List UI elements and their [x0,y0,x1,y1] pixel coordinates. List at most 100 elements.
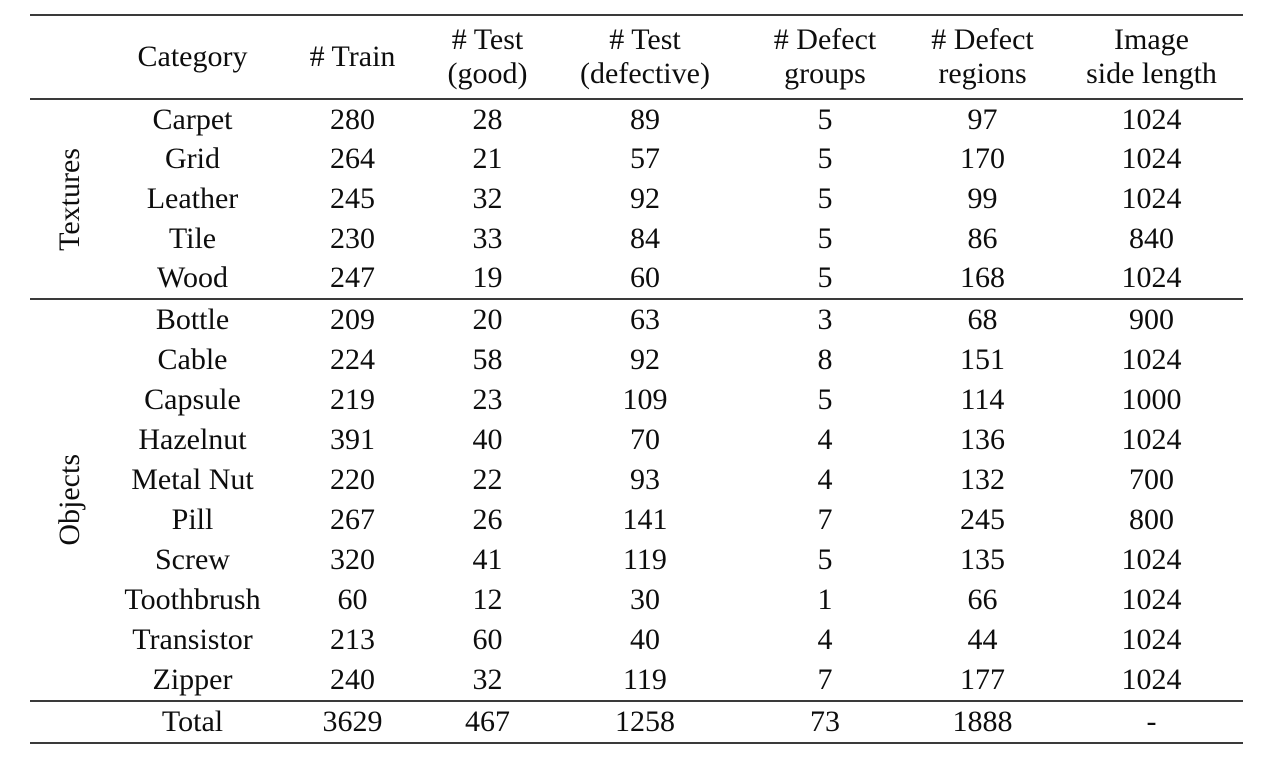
test-good-count-cell: 28 [472,102,503,136]
column-header-train: # Train [275,40,430,74]
table-row: Capsule 219 23 109 5 114 1000 [30,380,1243,420]
defect-groups-count-cell: 7 [817,662,833,696]
category-cell: Cable [157,342,228,376]
column-header-category: Category [110,40,275,74]
train-count-cell: 209 [330,302,375,336]
test-defective-count-cell: 30 [630,582,660,616]
category-cell: Tile [168,221,217,255]
column-header-defect-regions: # Defect regions [905,23,1060,91]
train-count-cell: 240 [330,662,375,696]
table-row: Hazelnut 391 40 70 4 136 1024 [30,420,1243,460]
defect-regions-count-cell: 66 [967,582,998,616]
defect-groups-count-cell: 5 [817,261,833,295]
total-train: 3629 [322,704,383,738]
test-defective-count-cell: 119 [623,662,667,696]
total-label: Total [161,704,224,738]
category-cell: Toothbrush [124,582,261,616]
image-side-length-cell: 1024 [1121,181,1182,215]
image-side-length-cell: 1024 [1121,102,1182,136]
dataset-statistics-table: Category # Train # Test (good) # Test (d… [30,14,1243,745]
test-good-count-cell: 20 [472,302,503,336]
test-defective-count-cell: 89 [630,102,660,136]
image-side-length-cell: 1024 [1121,422,1182,456]
test-good-count-cell: 22 [472,462,503,496]
defect-regions-count-cell: 132 [960,462,1005,496]
train-count-cell: 245 [330,181,375,215]
defect-groups-count-cell: 5 [817,221,833,255]
category-cell: Metal Nut [131,462,254,496]
category-cell: Pill [171,502,214,536]
defect-regions-count-cell: 170 [960,142,1005,176]
image-side-length-cell: 1024 [1121,622,1182,656]
train-count-cell: 224 [330,342,375,376]
table-top-rule [30,14,1243,16]
defect-regions-count-cell: 86 [967,221,998,255]
defect-regions-count-cell: 97 [967,102,998,136]
header-line: # Defect [773,23,877,56]
defect-regions-count-cell: 44 [967,622,998,656]
category-cell: Zipper [152,662,233,696]
column-header-defect-groups: # Defect groups [745,23,905,91]
defect-groups-count-cell: 5 [817,181,833,215]
train-count-cell: 391 [330,422,375,456]
category-cell: Bottle [155,302,230,336]
header-bottom-rule [30,98,1243,100]
header-line: groups [784,57,866,90]
header-line: Image [1114,23,1189,56]
category-cell: Wood [157,261,228,295]
defect-groups-count-cell: 5 [817,542,833,576]
header-line: regions [938,57,1027,90]
defect-regions-count-cell: 135 [960,542,1005,576]
total-image-side-length: - [1146,704,1157,738]
total-test-good: 467 [465,704,510,738]
column-header-test-defective: # Test (defective) [545,23,745,91]
defect-regions-count-cell: 99 [967,181,998,215]
test-good-count-cell: 23 [472,382,503,416]
image-side-length-cell: 1024 [1121,542,1182,576]
image-side-length-cell: 900 [1129,302,1174,336]
train-count-cell: 267 [330,502,375,536]
header-line: (defective) [580,57,710,90]
defect-regions-count-cell: 245 [960,502,1005,536]
defect-groups-count-cell: 4 [817,422,833,456]
header-line: # Test [451,23,524,56]
total-top-rule [30,699,1243,702]
total-defect-groups: 73 [810,704,840,738]
total-test-defective: 1258 [615,704,675,738]
test-good-count-cell: 32 [472,181,503,215]
defect-groups-count-cell: 5 [817,382,833,416]
total-defect-regions: 1888 [952,704,1013,738]
table-row: Metal Nut 220 22 93 4 132 700 [30,460,1243,500]
train-count-cell: 230 [330,221,375,255]
table-row: Zipper 240 32 119 7 177 1024 [30,660,1243,700]
category-cell: Hazelnut [138,422,247,456]
defect-regions-count-cell: 168 [960,261,1005,295]
train-count-cell: 60 [337,582,368,616]
train-count-cell: 219 [330,382,375,416]
table-row: Leather 245 32 92 5 99 1024 [30,179,1243,219]
header-line: side length [1086,57,1217,90]
test-defective-count-cell: 57 [630,142,660,176]
total-row: Total 3629 467 1258 73 1888 - [30,702,1243,742]
table-row: Screw 320 41 119 5 135 1024 [30,540,1243,580]
header-line: (good) [447,57,528,90]
category-cell: Transistor [132,622,253,656]
test-defective-count-cell: 70 [630,422,660,456]
table-row: Pill 267 26 141 7 245 800 [30,500,1243,540]
defect-groups-count-cell: 5 [817,142,833,176]
column-header-test-good: # Test (good) [430,23,545,91]
category-cell: Carpet [152,102,233,136]
test-good-count-cell: 40 [472,422,503,456]
table-header-row: Category # Train # Test (good) # Test (d… [30,16,1243,98]
section-divider-rule [30,297,1243,300]
test-good-count-cell: 19 [472,261,503,295]
test-good-count-cell: 12 [472,582,503,616]
defect-groups-count-cell: 4 [817,462,833,496]
table-bottom-rule [30,741,1243,745]
test-defective-count-cell: 40 [630,622,660,656]
image-side-length-cell: 840 [1129,221,1174,255]
train-count-cell: 213 [330,622,375,656]
train-count-cell: 264 [330,142,375,176]
defect-regions-count-cell: 151 [960,342,1005,376]
table-row: Tile 230 33 84 5 86 840 [30,219,1243,259]
